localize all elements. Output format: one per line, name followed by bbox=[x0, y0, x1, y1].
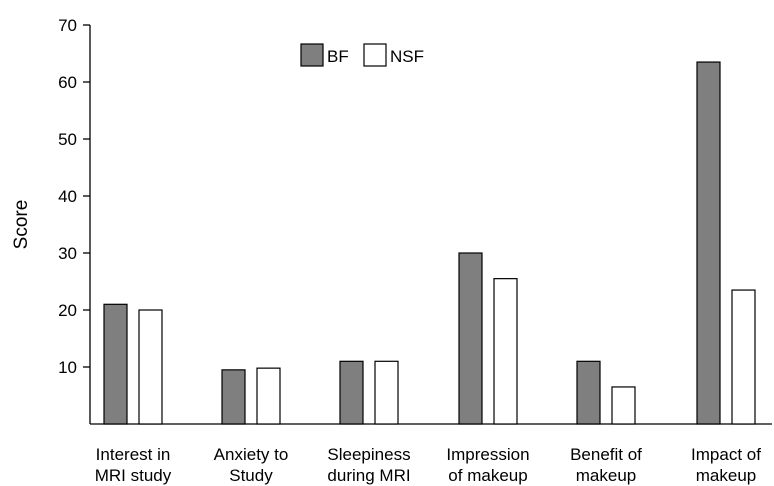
category-label-line: makeup bbox=[576, 466, 636, 485]
legend-label-bf: BF bbox=[327, 47, 349, 66]
category-label-line: Impression bbox=[446, 445, 529, 464]
bar-nsf-0 bbox=[138, 309, 163, 425]
y-tick-label: 70 bbox=[58, 16, 77, 35]
y-tick-label: 60 bbox=[58, 73, 77, 92]
bar-nsf-1 bbox=[256, 367, 281, 425]
bar-nsf-2 bbox=[374, 360, 399, 425]
y-axis-title: Score bbox=[11, 200, 32, 250]
category-label-line: Anxiety to bbox=[214, 445, 289, 464]
bar-bf-3 bbox=[458, 252, 483, 425]
category-label: Impact of makeup bbox=[691, 445, 761, 485]
legend-label-nsf: NSF bbox=[390, 47, 424, 66]
bars bbox=[103, 61, 756, 425]
category-label-line: MRI study bbox=[95, 466, 172, 485]
category-label-line: makeup bbox=[696, 466, 756, 485]
category-label-line: Benefit of bbox=[570, 445, 642, 464]
y-tick-label: 20 bbox=[58, 301, 77, 320]
y-tick-label: 10 bbox=[58, 358, 77, 377]
bar-nsf-4 bbox=[611, 386, 636, 425]
category-label-line: Sleepiness bbox=[327, 445, 410, 464]
category-label-line: Impact of bbox=[691, 445, 761, 464]
y-tick-label: 40 bbox=[58, 187, 77, 206]
y-tick-label: 50 bbox=[58, 130, 77, 149]
category-label: Impression of makeup bbox=[446, 445, 529, 485]
category-label-line: of makeup bbox=[448, 466, 527, 485]
category-label: Benefit of makeup bbox=[570, 445, 642, 485]
y-tick-label: 30 bbox=[58, 244, 77, 263]
bar-bf-2 bbox=[339, 360, 364, 425]
bar-nsf-5 bbox=[731, 289, 756, 425]
category-label-line: Interest in bbox=[96, 445, 171, 464]
bar-nsf-3 bbox=[493, 278, 518, 425]
bar-bf-5 bbox=[696, 61, 721, 425]
category-labels: Interest in MRI study Anxiety to Study Sleep… bbox=[95, 445, 761, 485]
bar-bf-1 bbox=[221, 369, 246, 425]
bar-bf-4 bbox=[576, 360, 601, 425]
category-label-line: during MRI bbox=[327, 466, 410, 485]
legend-swatch-nsf bbox=[363, 43, 387, 67]
category-label: Interest in MRI study bbox=[95, 445, 172, 485]
y-axis: 10 20 30 40 50 60 70 bbox=[58, 16, 91, 424]
category-label-line: Study bbox=[229, 466, 273, 485]
legend-swatch-bf bbox=[300, 43, 324, 67]
category-label: Anxiety to Study bbox=[214, 445, 289, 485]
bar-bf-0 bbox=[103, 303, 128, 425]
category-label: Sleepiness during MRI bbox=[327, 445, 410, 485]
legend: BF NSF bbox=[300, 43, 424, 67]
